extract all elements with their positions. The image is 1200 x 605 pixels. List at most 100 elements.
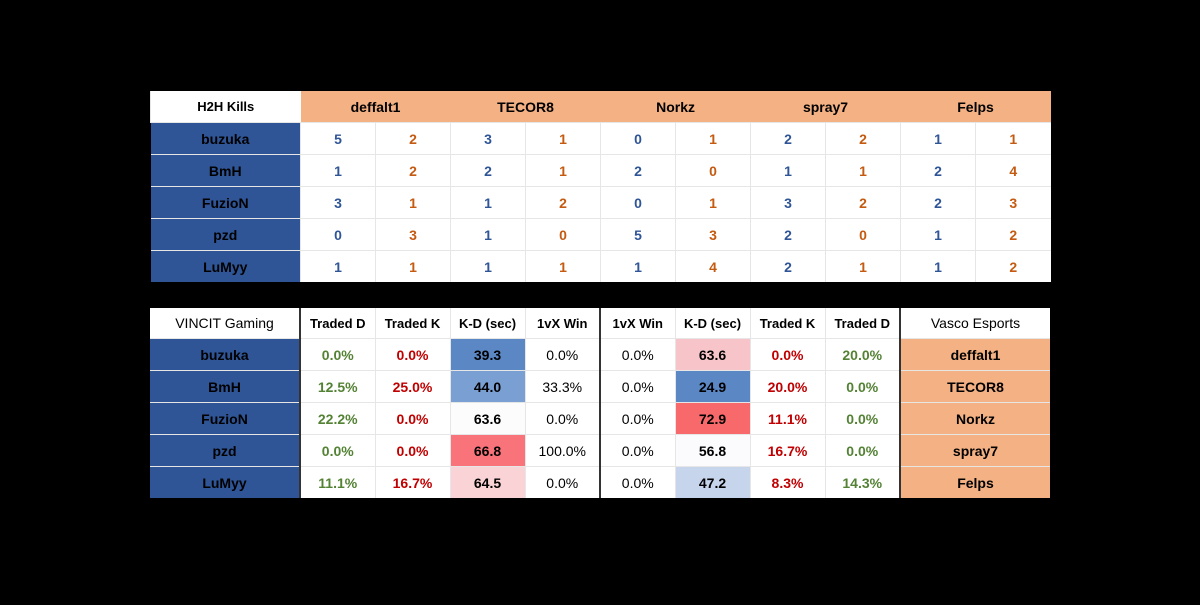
h2h-kills-table: H2H Kills deffalt1 TECOR8 Norkz spray7 Felps b… <box>150 91 1051 282</box>
deaths-value: 4 <box>675 250 751 282</box>
kd-seconds-value: 39.3 <box>449 338 525 371</box>
stats-header-row: VINCIT Gaming Traded D Traded K K-D (sec) 1v… <box>150 308 1050 339</box>
player-stats-table: VINCIT Gaming Traded D Traded K K-D (sec) 1v… <box>150 308 1050 498</box>
clutch-win-value: 0.0% <box>599 434 675 467</box>
kd-seconds-value: 63.6 <box>674 338 750 371</box>
h2h-row: BmH 1 2 2 1 2 0 1 1 2 4 <box>150 154 1051 187</box>
deaths-value: 0 <box>675 154 751 187</box>
deaths-value: 1 <box>675 122 751 155</box>
deaths-value: 3 <box>975 186 1051 219</box>
h2h-title: H2H Kills <box>150 91 301 123</box>
right-team-name: Vasco Esports <box>899 308 1050 339</box>
opponent-header: deffalt1 <box>300 91 451 123</box>
traded-kills-value: 20.0% <box>749 370 825 403</box>
traded-deaths-value: 22.2% <box>299 402 375 435</box>
deaths-value: 1 <box>825 250 901 282</box>
stats-row: buzuka 0.0% 0.0% 39.3 0.0% 0.0% 63.6 0.0% 20.0% d… <box>150 338 1050 371</box>
kills-value: 1 <box>300 250 376 282</box>
opponent-header: spray7 <box>750 91 901 123</box>
kills-value: 1 <box>900 218 976 251</box>
deaths-value: 1 <box>825 154 901 187</box>
clutch-win-value: 0.0% <box>524 338 600 371</box>
kd-seconds-value: 56.8 <box>674 434 750 467</box>
kills-value: 1 <box>750 154 826 187</box>
kills-value: 2 <box>450 154 526 187</box>
opponent-name: spray7 <box>899 434 1050 467</box>
deaths-value: 1 <box>525 154 601 187</box>
kd-seconds-value: 44.0 <box>449 370 525 403</box>
traded-kills-value: 25.0% <box>374 370 450 403</box>
column-header: Traded D <box>299 308 375 339</box>
player-name: BmH <box>150 154 301 187</box>
stats-row: FuzioN 22.2% 0.0% 63.6 0.0% 0.0% 72.9 11.1% 0.0%… <box>150 402 1050 435</box>
column-header: 1vX Win <box>524 308 600 339</box>
h2h-header-row: H2H Kills deffalt1 TECOR8 Norkz spray7 Felps <box>150 91 1051 123</box>
kd-seconds-value: 66.8 <box>449 434 525 467</box>
deaths-value: 1 <box>374 186 451 219</box>
column-header: Traded K <box>374 308 450 339</box>
kills-value: 0 <box>600 122 676 155</box>
traded-kills-value: 0.0% <box>749 338 825 371</box>
traded-kills-value: 0.0% <box>374 434 450 467</box>
traded-deaths-value: 14.3% <box>824 466 901 498</box>
kills-value: 0 <box>300 218 376 251</box>
h2h-row: pzd 0 3 1 0 5 3 2 0 1 2 <box>150 218 1051 251</box>
kills-value: 1 <box>450 218 526 251</box>
kills-value: 1 <box>900 250 976 282</box>
deaths-value: 2 <box>975 218 1051 251</box>
traded-kills-value: 0.0% <box>374 402 450 435</box>
clutch-win-value: 0.0% <box>599 402 675 435</box>
deaths-value: 1 <box>975 122 1051 155</box>
deaths-value: 2 <box>374 154 451 187</box>
kd-seconds-value: 63.6 <box>449 402 525 435</box>
opponent-name: Norkz <box>899 402 1050 435</box>
kills-value: 1 <box>450 250 526 282</box>
kills-value: 2 <box>900 154 976 187</box>
clutch-win-value: 0.0% <box>599 466 675 498</box>
kills-value: 2 <box>750 218 826 251</box>
deaths-value: 1 <box>374 250 451 282</box>
player-name: FuzioN <box>150 186 301 219</box>
column-header: K-D (sec) <box>674 308 750 339</box>
kills-value: 1 <box>600 250 676 282</box>
traded-kills-value: 16.7% <box>374 466 450 498</box>
traded-deaths-value: 20.0% <box>824 338 901 371</box>
kd-seconds-value: 72.9 <box>674 402 750 435</box>
traded-deaths-value: 0.0% <box>299 434 375 467</box>
deaths-value: 3 <box>374 218 451 251</box>
deaths-value: 2 <box>975 250 1051 282</box>
kills-value: 2 <box>600 154 676 187</box>
deaths-value: 1 <box>525 250 601 282</box>
stats-row: LuMyy 11.1% 16.7% 64.5 0.0% 0.0% 47.2 8.3% 14.3%… <box>150 466 1050 498</box>
kills-value: 1 <box>900 122 976 155</box>
kills-value: 0 <box>600 186 676 219</box>
kills-value: 2 <box>750 250 826 282</box>
player-name: LuMyy <box>150 466 301 498</box>
player-name: pzd <box>150 434 301 467</box>
clutch-win-value: 0.0% <box>524 402 600 435</box>
opponent-name: Felps <box>899 466 1050 498</box>
traded-kills-value: 0.0% <box>374 338 450 371</box>
column-header: 1vX Win <box>599 308 675 339</box>
kd-seconds-value: 47.2 <box>674 466 750 498</box>
clutch-win-value: 33.3% <box>524 370 600 403</box>
traded-kills-value: 11.1% <box>749 402 825 435</box>
clutch-win-value: 0.0% <box>599 370 675 403</box>
traded-kills-value: 16.7% <box>749 434 825 467</box>
stats-row: BmH 12.5% 25.0% 44.0 33.3% 0.0% 24.9 20.0% 0.0% T… <box>150 370 1050 403</box>
column-header: Traded K <box>749 308 825 339</box>
deaths-value: 3 <box>675 218 751 251</box>
traded-kills-value: 8.3% <box>749 466 825 498</box>
opponent-name: deffalt1 <box>899 338 1050 371</box>
traded-deaths-value: 11.1% <box>299 466 375 498</box>
kills-value: 2 <box>900 186 976 219</box>
column-header: K-D (sec) <box>449 308 525 339</box>
traded-deaths-value: 0.0% <box>824 370 901 403</box>
clutch-win-value: 0.0% <box>599 338 675 371</box>
opponent-header: TECOR8 <box>450 91 601 123</box>
h2h-row: FuzioN 3 1 1 2 0 1 3 2 2 3 <box>150 186 1051 219</box>
traded-deaths-value: 12.5% <box>299 370 375 403</box>
traded-deaths-value: 0.0% <box>824 434 901 467</box>
player-name: pzd <box>150 218 301 251</box>
